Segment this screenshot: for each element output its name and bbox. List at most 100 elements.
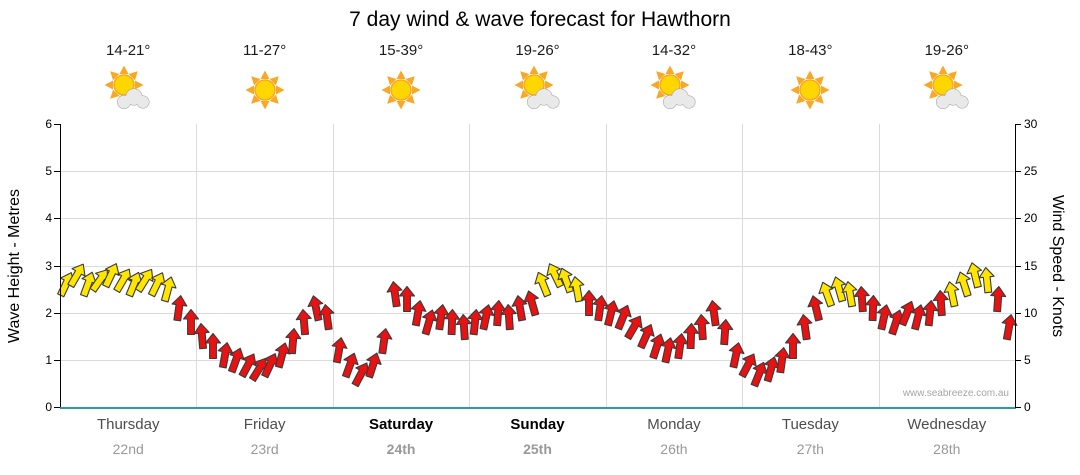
wind-arrow [475,302,498,333]
wind-arrow [657,335,680,366]
gridline-day-separator [196,124,198,407]
wind-arrow [269,339,294,371]
right-axis-tick-label: 25 [1024,164,1038,179]
date-label: 28th [933,441,961,457]
wind-arrow [771,345,793,375]
date-label: 26th [660,441,688,457]
left-axis-tick [54,265,60,267]
watermark: www.seabreeze.com.au [902,388,1009,399]
wind-arrow [941,278,964,309]
gridline-horizontal [60,359,1015,361]
date-label: 27th [796,441,824,457]
wind-arrow [988,284,1008,313]
right-axis-tick [1015,265,1021,267]
gridline-day-separator [742,124,744,407]
wind-arrow [998,311,1021,342]
temp-range: 18-43° [788,42,833,59]
wind-arrow [97,258,125,291]
sun-cloud-icon [101,65,155,114]
left-axis-tick-label: 0 [45,400,52,414]
wind-arrow [826,273,851,305]
wind-arrow [540,258,568,291]
wind-arrow [692,312,712,341]
left-axis-tick [54,171,60,173]
wind-arrow [156,273,181,305]
wind-arrow [681,322,700,351]
date-label: 25th [523,441,552,457]
right-axis-tick-label: 20 [1024,211,1038,226]
wind-arrow [316,302,338,332]
temp-range: 14-32° [651,42,697,59]
day-label: Thursday [96,416,160,433]
temp-range: 14-21° [106,42,151,59]
wind-arrow [373,326,395,356]
wind-arrow [304,292,327,323]
wind-arrow [283,326,303,355]
wind-arrow [337,348,363,380]
gridline-day-separator [469,124,471,407]
date-label: 24th [386,441,416,457]
left-axis-tick [54,359,60,361]
left-axis-tick-label: 5 [45,164,52,179]
wind-arrow [609,301,636,334]
right-axis-tick-label: 30 [1024,117,1038,131]
day-label: Friday [243,416,286,433]
wind-arrow [360,348,386,380]
right-axis-tick [1015,124,1021,125]
temp-range: 11-27° [243,42,287,59]
left-axis-tick [54,124,60,125]
right-axis-tick-label: 10 [1024,305,1038,320]
wind-arrow [733,348,762,381]
right-axis-tick-label: 0 [1024,400,1031,414]
left-axis-tick-label: 2 [45,305,52,320]
left-axis-tick [54,218,60,220]
right-axis-tick [1015,359,1021,361]
wind-arrow [454,312,474,341]
date-label: 23rd [250,441,279,457]
sun-icon [783,66,837,114]
wind-arrow [407,297,430,328]
temp-range: 15-39° [378,42,424,59]
wind-arrow [906,302,930,334]
wind-arrow [566,274,589,305]
wind-arrow [108,263,138,296]
wind-arrow [951,268,977,300]
left-axis-tick-label: 4 [45,211,52,226]
wind-arrow [294,307,314,336]
wind-arrow [530,268,557,301]
wind-arrow [169,293,191,323]
sun-cloud-icon [920,65,974,114]
day-label: Wednesday [907,416,987,433]
wind-arrow [715,317,735,346]
gridline-day-separator [605,124,607,407]
wind-arrow [443,308,462,337]
day-label: Monday [647,416,701,433]
wind-arrow [976,265,997,295]
wind-arrow [725,340,748,371]
wind-arrow [398,285,416,313]
wind-arrow [327,335,350,366]
temp-range: 19-26° [924,42,969,59]
left-axis-line [60,124,61,408]
wind-arrow [804,292,828,324]
sun-icon [374,66,428,114]
day-label: Tuesday [781,416,839,433]
left-axis-tick-label: 1 [45,352,52,367]
left-axis-title: Wave Height - Metres [6,188,23,344]
right-axis-tick [1015,312,1021,314]
gridline-day-separator [332,124,334,407]
sun-icon [238,66,292,114]
gridline-horizontal [60,171,1015,173]
right-axis-tick-label: 5 [1024,352,1031,367]
right-axis-tick [1015,407,1021,408]
right-axis-tick-label: 15 [1024,258,1038,273]
wind-arrow [919,298,940,328]
wind-arrow [703,298,725,328]
wind-arrow [62,258,92,291]
right-axis-tick [1015,218,1021,220]
wind-arrow [839,278,862,309]
wind-arrow [130,263,160,296]
sun-cloud-icon [511,65,565,114]
gridline-day-separator [878,124,880,407]
